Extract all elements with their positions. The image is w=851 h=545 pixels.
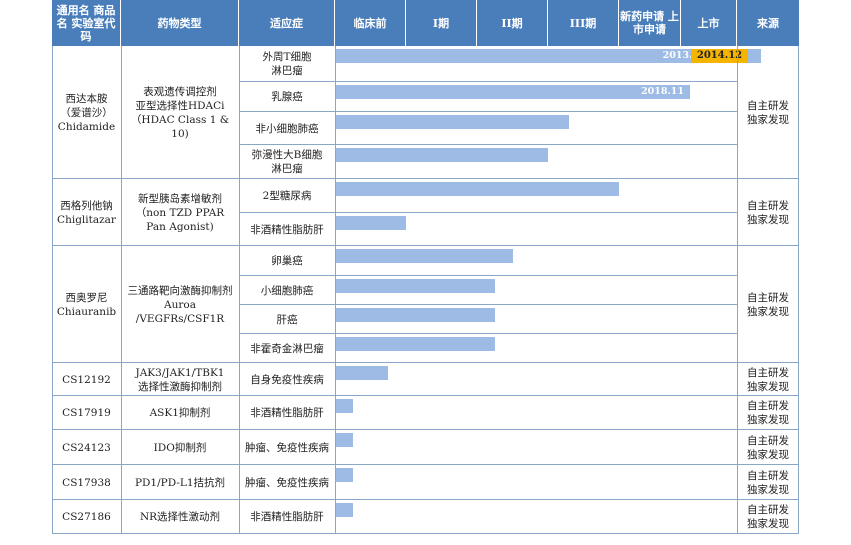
drug-source: 自主研发 独家发现 [747, 199, 789, 226]
group-divider [52, 499, 799, 500]
indication-label: 非酒精性脂肪肝 [250, 223, 324, 236]
row-divider [239, 144, 737, 145]
header-phase2: II期 [477, 0, 548, 46]
indication-label: 非酒精性脂肪肝 [250, 407, 324, 419]
column-border [335, 46, 336, 534]
header-drug-type: 药物类型 [121, 0, 239, 46]
drug-name: CS27186 [62, 511, 111, 523]
column-border [737, 46, 738, 534]
indication-label: 卵巢癌 [271, 255, 303, 267]
progress-bar [335, 308, 495, 322]
progress-bar [335, 216, 406, 230]
drug-name: CS17919 [62, 407, 111, 419]
progress-bar [335, 182, 619, 196]
drug-name: 西奥罗尼 Chiauranib [56, 291, 117, 318]
row-divider [239, 304, 737, 305]
market-date-badge: 2014.12 [691, 49, 748, 63]
group-divider [52, 429, 799, 430]
column-border [121, 46, 122, 534]
drug-type: ASK1抑制剂 [149, 407, 211, 419]
drug-name: 西达本胺 （爱谱沙） Chidamide [57, 92, 116, 133]
indication-label: 小细胞肺癌 [260, 284, 314, 297]
drug-name: CS24123 [62, 441, 111, 454]
progress-bar [335, 337, 495, 351]
indication-label: 弥漫性大B细胞 淋巴瘤 [251, 149, 323, 175]
row-divider [239, 212, 737, 213]
drug-source: 自主研发 独家发现 [747, 434, 789, 461]
drug-type: IDO抑制剂 [153, 441, 207, 454]
header-market: 上市 [681, 0, 737, 46]
progress-bar [335, 249, 513, 263]
group-divider [52, 395, 799, 396]
progress-bar [335, 49, 761, 63]
progress-bar [335, 115, 569, 129]
progress-bar [335, 366, 388, 380]
header-phase3: III期 [548, 0, 619, 46]
indication-label: 2型糖尿病 [262, 190, 312, 202]
row-divider [239, 275, 737, 276]
progress-bar [335, 503, 353, 517]
progress-bar [335, 279, 495, 293]
bar-date-label: 2013.2 [662, 50, 699, 61]
drug-source: 自主研发 独家发现 [747, 400, 789, 426]
drug-type: 表观遗传调控剂 亚型选择性HDACi （HDAC Class 1 & 10) [130, 85, 230, 140]
drug-source: 自主研发 独家发现 [747, 469, 789, 496]
indication-label: 非酒精性脂肪肝 [250, 511, 324, 523]
pipeline-table: 通用名 商品名 实验室代码 药物类型 适应症 临床前 I期 II期 III期 新… [52, 0, 799, 542]
header-nda: 新药申请 上市申请 [619, 0, 681, 46]
group-divider [52, 464, 799, 465]
indication-label: 肝癌 [276, 313, 298, 326]
drug-source: 自主研发 独家发现 [747, 99, 789, 126]
indication-label: 肿瘤、免疫性疾病 [245, 441, 329, 454]
drug-type: 新型胰岛素增敏剂 （non TZD PPAR Pan Agonist) [135, 192, 225, 233]
progress-bar [335, 85, 690, 99]
bar-date-label: 2018.11 [641, 86, 684, 97]
header-preclinical: 临床前 [335, 0, 406, 46]
drug-type: NR选择性激动剂 [139, 511, 221, 523]
row-divider [239, 81, 737, 82]
indication-label: 外周T细胞 淋巴瘤 [262, 51, 312, 77]
group-divider [52, 178, 799, 179]
group-divider [52, 245, 799, 246]
drug-name: CS12192 [62, 373, 111, 386]
column-border [798, 46, 799, 534]
drug-source: 自主研发 独家发现 [747, 291, 789, 318]
row-divider [239, 333, 737, 334]
drug-source: 自主研发 独家发现 [747, 504, 789, 530]
drug-type: PD1/PD-L1拮抗剂 [134, 476, 226, 489]
indication-label: 非霍奇金淋巴瘤 [250, 342, 324, 355]
column-border [52, 46, 53, 534]
indication-label: 非小细胞肺癌 [255, 122, 319, 135]
indication-label: 自身免疫性疾病 [250, 373, 324, 386]
header-name: 通用名 商品名 实验室代码 [52, 0, 121, 46]
drug-name: 西格列他钠 Chiglitazar [57, 199, 116, 226]
group-divider [52, 362, 799, 363]
column-border [239, 46, 240, 534]
indication-label: 肿瘤、免疫性疾病 [245, 476, 329, 489]
indication-label: 乳腺癌 [271, 91, 303, 103]
progress-bar [335, 468, 353, 482]
row-divider [239, 111, 737, 112]
drug-type: JAK3/JAK1/TBK1 选择性激酶抑制剂 [135, 366, 225, 393]
progress-bar [335, 148, 548, 162]
drug-type: 三通路靶向激酶抑制剂 Auroa /VEGFRs/CSF1R [127, 284, 233, 325]
progress-bar [335, 433, 353, 447]
drug-name: CS17938 [62, 476, 111, 489]
group-divider [52, 533, 799, 534]
drug-source: 自主研发 独家发现 [747, 366, 789, 393]
header-indication: 适应症 [239, 0, 335, 46]
progress-bar [335, 399, 353, 413]
header-source: 来源 [737, 0, 799, 46]
header-phase1: I期 [406, 0, 477, 46]
